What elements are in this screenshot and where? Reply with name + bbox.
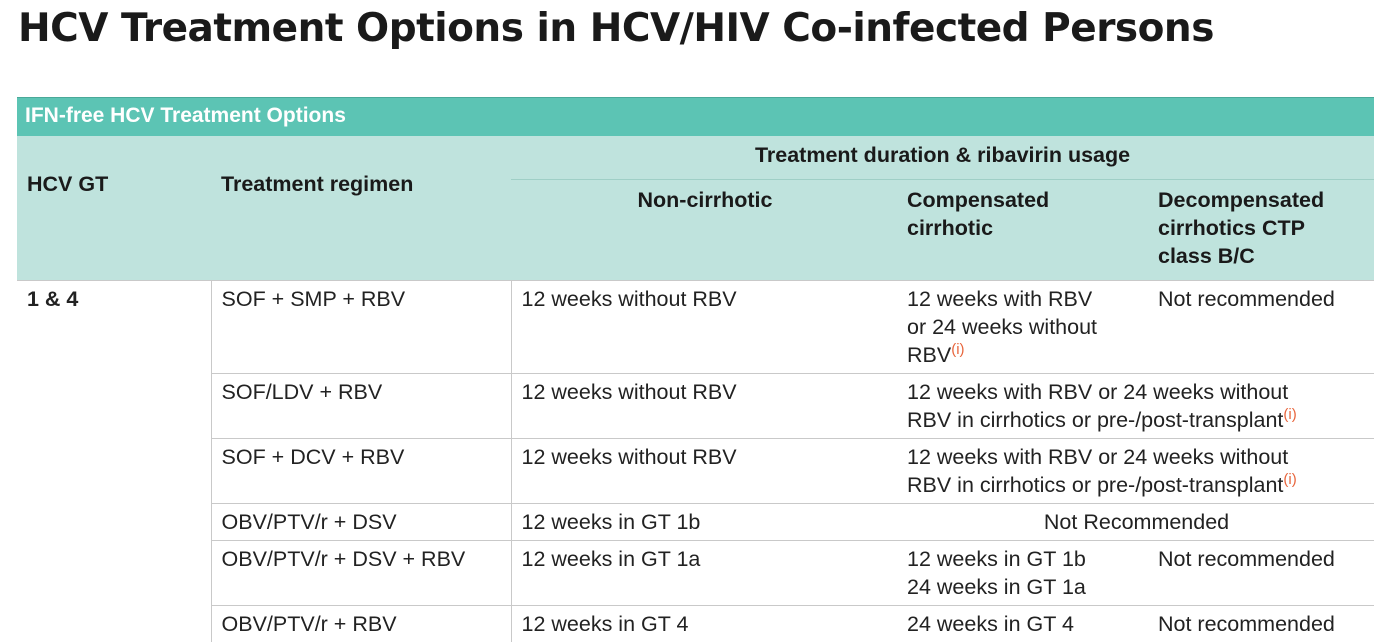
- compensated-cell: 12 weeks in GT 1b 24 weeks in GT 1a: [897, 539, 1148, 605]
- non-cirrhotic-cell: 12 weeks in GT 1a: [510, 539, 897, 605]
- header-hcv-gt: HCV GT: [17, 135, 211, 280]
- header-decompensated-line: cirrhotics CTP: [1158, 215, 1305, 240]
- cell-line: RBV: [907, 342, 952, 367]
- table-row: SOF + DCV + RBV 12 weeks without RBV 12 …: [17, 437, 1375, 503]
- non-cirrhotic-cell: 12 weeks without RBV: [510, 372, 897, 438]
- cirrhotic-merged-cell: 12 weeks with RBV or 24 weeks without RB…: [897, 437, 1375, 503]
- cell-line: or 24 weeks without: [907, 314, 1098, 339]
- cell-line: 12 weeks with RBV or 24 weeks without: [907, 444, 1289, 469]
- non-cirrhotic-cell: 12 weeks without RBV: [510, 279, 897, 373]
- non-cirrhotic-cell: 12 weeks without RBV: [510, 437, 897, 503]
- header-compensated-cirrhotic: Compensated cirrhotic: [897, 179, 1148, 280]
- non-cirrhotic-cell: 12 weeks in GT 1b: [510, 502, 897, 540]
- footnote-marker[interactable]: (i): [1283, 405, 1297, 423]
- cell-line: 12 weeks in GT 1b: [907, 546, 1086, 571]
- cell-line: RBV in cirrhotics or pre-/post-transplan…: [907, 472, 1284, 497]
- page-title: HCV Treatment Options in HCV/HIV Co-infe…: [18, 6, 1214, 51]
- footnote-marker[interactable]: (i): [951, 340, 965, 358]
- cell-line: 12 weeks with RBV: [907, 286, 1093, 311]
- table-row: 1 & 4 SOF + SMP + RBV 12 weeks without R…: [17, 279, 1375, 642]
- table-row: OBV/PTV/r + RBV 12 weeks in GT 4 24 week…: [17, 604, 1375, 642]
- header-compensated-line: cirrhotic: [907, 215, 994, 240]
- table-row: OBV/PTV/r + DSV + RBV 12 weeks in GT 1a …: [17, 539, 1375, 605]
- compensated-cell: 12 weeks with RBV or 24 weeks without RB…: [897, 279, 1148, 373]
- regimen-cell: SOF + SMP + RBV: [210, 279, 511, 373]
- gt-value: 1 & 4: [17, 279, 211, 642]
- compensated-cell: 24 weeks in GT 4: [897, 604, 1148, 642]
- regimen-cell: SOF/LDV + RBV: [210, 372, 511, 438]
- header-treatment-duration: Treatment duration & ribavirin usage: [511, 135, 1375, 180]
- cell-line: 12 weeks with RBV or 24 weeks without: [907, 379, 1289, 404]
- regimen-cell: OBV/PTV/r + RBV: [210, 604, 511, 642]
- cell-line: RBV in cirrhotics or pre-/post-transplan…: [907, 407, 1284, 432]
- cell-line: 24 weeks in GT 1a: [907, 574, 1086, 599]
- regimen-cell: SOF + DCV + RBV: [210, 437, 511, 503]
- decompensated-cell: Not recommended: [1148, 604, 1375, 642]
- non-cirrhotic-cell: 12 weeks in GT 4: [510, 604, 897, 642]
- treatment-table: IFN-free HCV Treatment Options HCV GT Tr…: [17, 97, 1375, 642]
- header-decompensated-line: Decompensated: [1158, 187, 1325, 212]
- header-non-cirrhotic: Non-cirrhotic: [511, 179, 897, 280]
- regimen-cell: OBV/PTV/r + DSV: [210, 502, 511, 540]
- cirrhotic-merged-cell: 12 weeks with RBV or 24 weeks without RB…: [897, 372, 1375, 438]
- table-caption: IFN-free HCV Treatment Options: [17, 97, 1375, 136]
- header-treatment-regimen: Treatment regimen: [211, 135, 511, 280]
- decompensated-cell: Not recommended: [1148, 279, 1375, 373]
- table-row: OBV/PTV/r + DSV 12 weeks in GT 1b Not Re…: [17, 502, 1375, 540]
- table-row: SOF/LDV + RBV 12 weeks without RBV 12 we…: [17, 372, 1375, 438]
- decompensated-cell: Not recommended: [1148, 539, 1375, 605]
- header-compensated-line: Compensated: [907, 187, 1050, 212]
- footnote-marker[interactable]: (i): [1283, 470, 1297, 488]
- regimen-cell: OBV/PTV/r + DSV + RBV: [210, 539, 511, 605]
- header-decompensated-line: class B/C: [1158, 243, 1255, 268]
- cirrhotic-merged-cell: Not Recommended: [897, 502, 1375, 540]
- header-decompensated-cirrhotics: Decompensated cirrhotics CTP class B/C: [1148, 179, 1375, 280]
